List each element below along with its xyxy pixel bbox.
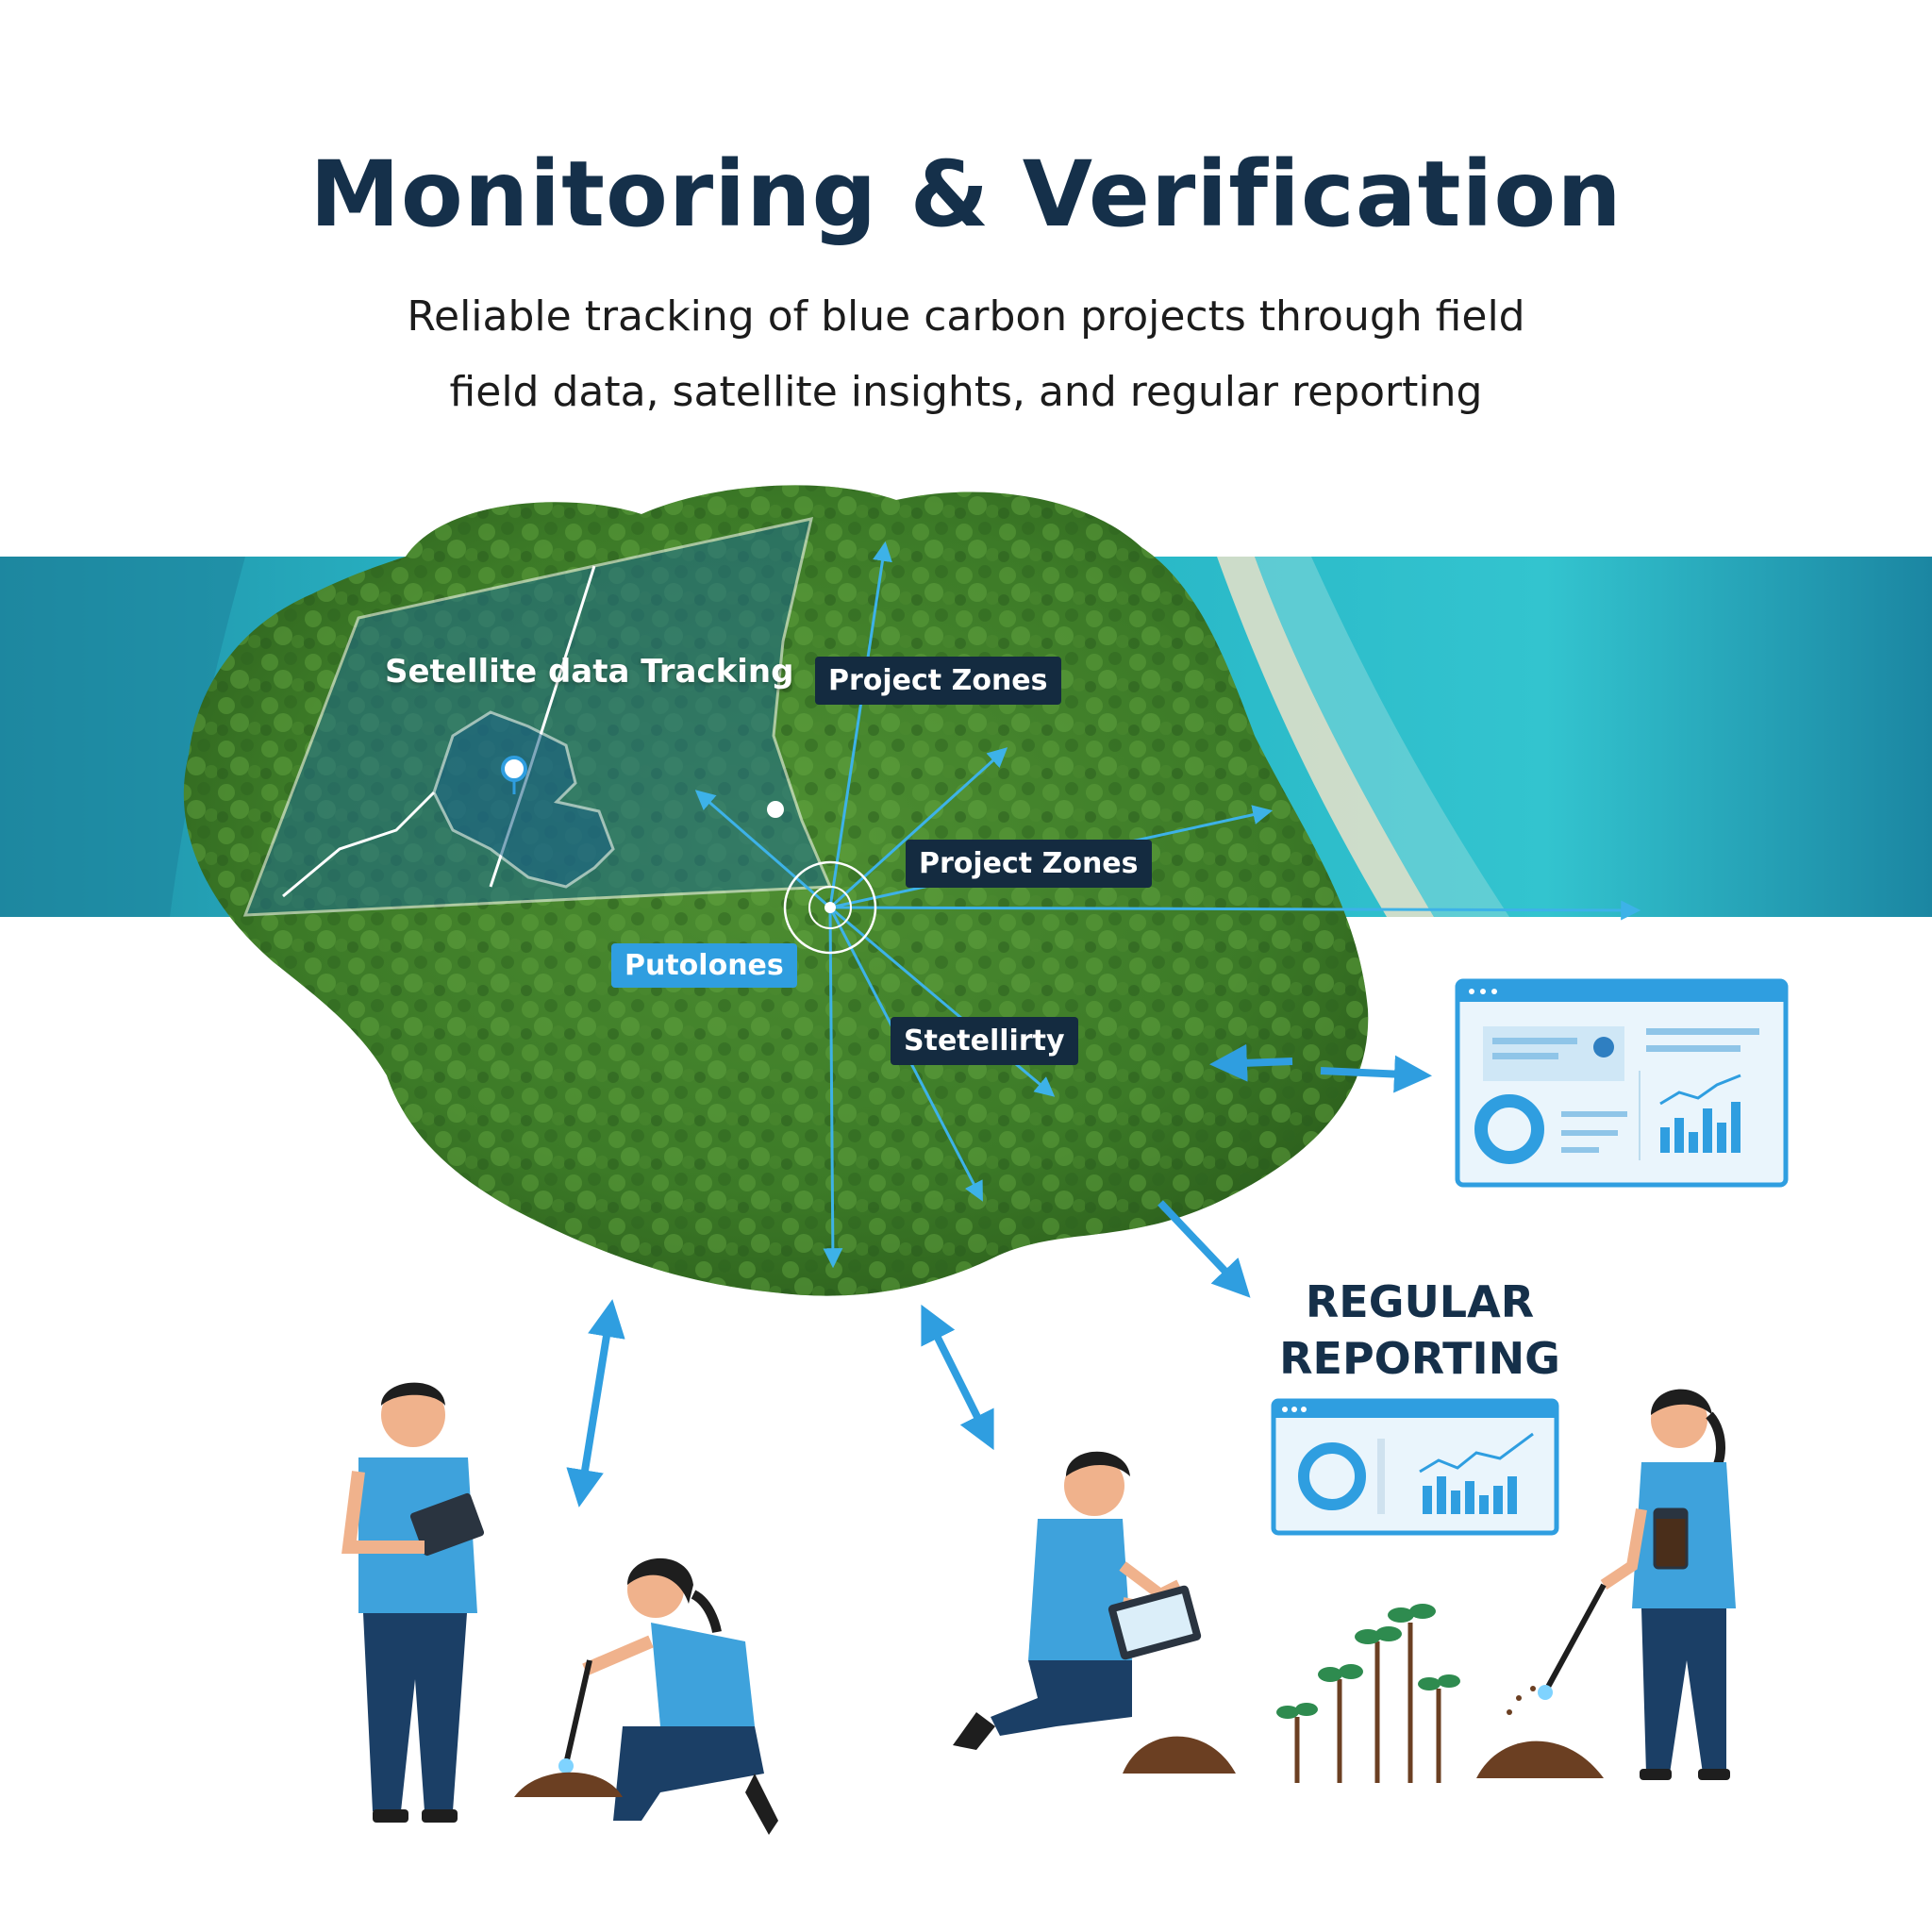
- location-pin-icon[interactable]: [501, 756, 527, 794]
- sample-jar-icon: [1653, 1507, 1689, 1570]
- page-subtitle: Reliable tracking of blue carbon project…: [0, 279, 1932, 430]
- subtitle-line-2: field data, satellite insights, and regu…: [449, 368, 1483, 416]
- regular-reporting-heading: REGULAR REPORTING: [1245, 1274, 1594, 1387]
- project-zones-label-top[interactable]: Project Zones: [815, 657, 1061, 705]
- satellite-zone-overlay: [242, 517, 833, 917]
- page-title: Monitoring & Verification: [309, 142, 1623, 247]
- soil-probe-icon: [1538, 1583, 1607, 1700]
- field-worker-tablet: [341, 1382, 485, 1823]
- flow-arrows: [566, 1043, 1432, 1507]
- subtitle-line-1: Reliable tracking of blue carbon project…: [407, 292, 1525, 341]
- satellite-tracking-label: Setellite data Tracking: [385, 653, 794, 691]
- reporting-dashboard-icon[interactable]: [1271, 1398, 1559, 1536]
- tablet-icon: [409, 1492, 485, 1557]
- dashboard-window-icon[interactable]: [1455, 978, 1789, 1188]
- field-worker-sampling: [514, 1557, 778, 1835]
- reporting-line-1: REGULAR: [1305, 1276, 1535, 1327]
- soil-probe-icon: [558, 1659, 592, 1774]
- project-zones-label-mid[interactable]: Project Zones: [906, 840, 1152, 888]
- reporting-line-2: REPORTING: [1279, 1333, 1560, 1384]
- tablet-icon: [1108, 1585, 1202, 1660]
- seedling-icon: [1276, 1604, 1460, 1783]
- satellite-hub-icon[interactable]: [783, 860, 877, 955]
- field-worker-soil-sample: [1476, 1389, 1736, 1780]
- field-worker-recording: [953, 1451, 1236, 1774]
- putolones-label[interactable]: Putolones: [611, 943, 797, 988]
- location-pin-icon[interactable]: [767, 801, 784, 818]
- donut-chart-icon: [1474, 1094, 1544, 1164]
- bar-chart-icon: [1659, 1074, 1741, 1153]
- stetellirty-label[interactable]: Stetellirty: [891, 1017, 1078, 1065]
